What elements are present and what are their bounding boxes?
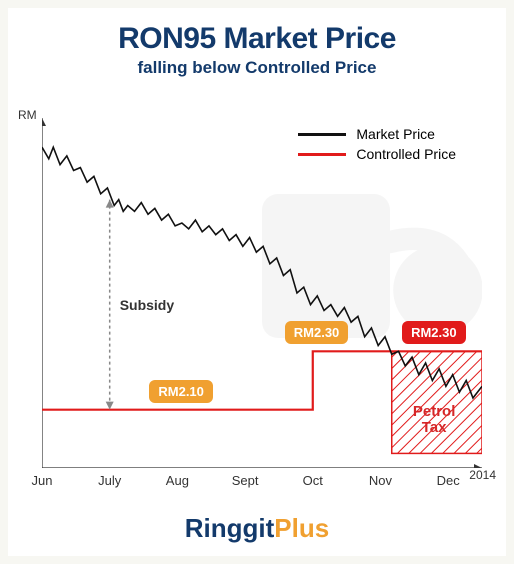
infographic-root: RON95 Market Price falling below Control…: [0, 0, 514, 564]
branding: RinggitPlus: [8, 513, 506, 544]
chart-title: RON95 Market Price: [8, 8, 506, 56]
branding-right: Plus: [274, 513, 329, 543]
price-badge: RM2.10: [149, 380, 213, 403]
x-tick-label: Dec: [437, 473, 460, 488]
price-badge: RM2.30: [402, 321, 466, 344]
x-tick-label: July: [98, 473, 121, 488]
x-axis-year: 2014: [469, 468, 496, 482]
x-axis-ticks: JunJulyAugSeptOctNovDec: [42, 473, 482, 491]
x-tick-label: Oct: [303, 473, 323, 488]
x-tick-label: Nov: [369, 473, 392, 488]
subsidy-label: Subsidy: [120, 297, 174, 313]
x-tick-label: Aug: [166, 473, 189, 488]
chart-subtitle: falling below Controlled Price: [8, 58, 506, 78]
card: RON95 Market Price falling below Control…: [8, 8, 506, 556]
x-tick-label: Sept: [232, 473, 259, 488]
x-tick-label: Jun: [32, 473, 53, 488]
branding-left: Ringgit: [185, 513, 275, 543]
y-axis-label: RM: [18, 108, 37, 122]
petrol-tax-label: PetrolTax: [413, 404, 456, 437]
price-badge: RM2.30: [285, 321, 349, 344]
